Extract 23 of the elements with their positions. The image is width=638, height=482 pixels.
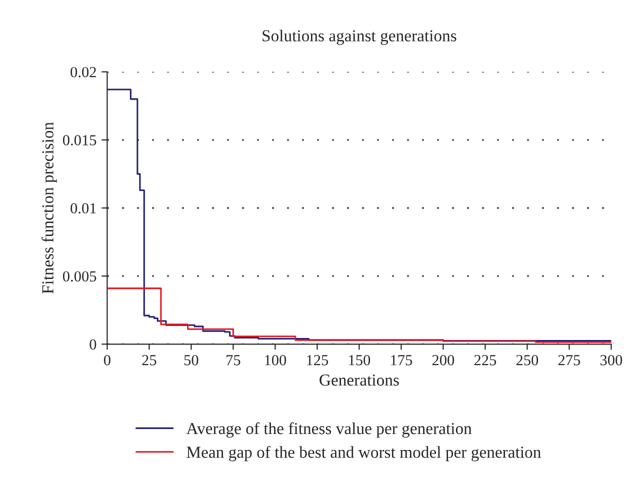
legend-label: Average of the fitness value per generation <box>186 422 472 438</box>
x-tick-label: 200 <box>432 355 454 366</box>
x-axis-title: Generations <box>320 374 399 386</box>
x-tick-label: 100 <box>265 355 286 366</box>
y-tick-label: 0.015 <box>62 135 96 146</box>
y-tick-label: 0.005 <box>62 271 96 282</box>
chart-title: Solutions against generations <box>262 30 456 45</box>
x-tick-label: 275 <box>558 355 580 366</box>
legend-label: Mean gap of the best and worst model per generation <box>186 446 541 462</box>
x-tick-label: 175 <box>391 355 412 366</box>
y-tick-label: 0.01 <box>70 203 96 214</box>
x-tick-label: 250 <box>516 355 538 366</box>
y-tick-label: 0.02 <box>70 66 96 78</box>
x-tick-label: 125 <box>307 355 328 366</box>
y-axis-title: Fitness function precision <box>42 122 57 294</box>
x-tick-label: 225 <box>474 355 496 366</box>
x-tick-label: 300 <box>600 355 622 366</box>
y-tick-label: 0 <box>90 339 96 350</box>
x-tick-label: 75 <box>226 355 240 366</box>
x-tick-label: 25 <box>142 355 156 366</box>
x-tick-label: 0 <box>104 355 110 366</box>
x-tick-label: 150 <box>349 355 370 366</box>
x-tick-label: 50 <box>184 355 198 366</box>
